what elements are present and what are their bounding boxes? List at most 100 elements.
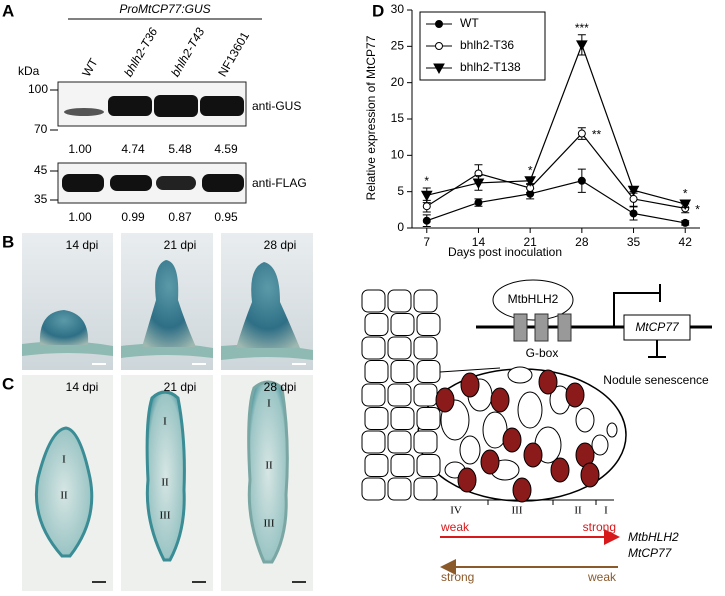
y-axis-label: Relative expression of MtCP77 (364, 35, 378, 200)
cell (413, 477, 438, 501)
band (156, 176, 196, 190)
data-point (629, 209, 638, 218)
band (200, 96, 244, 116)
photo-label: 28 dpi (264, 238, 297, 252)
root (22, 341, 113, 356)
zone-label: III (264, 518, 275, 530)
cell (390, 407, 415, 430)
cell (390, 454, 415, 477)
data-point (629, 194, 638, 203)
panel-letter: D (372, 1, 384, 20)
cell (390, 360, 415, 383)
panel-e: E MtbHLH2 G-box MtCP77 Nodule senescence… (361, 279, 712, 584)
bacteroid-cell (435, 387, 455, 413)
infected-cell (517, 391, 543, 429)
data-point (420, 190, 433, 202)
arrow-start-label: strong (441, 570, 474, 584)
arrow-label: MtbHLH2 (628, 530, 679, 544)
y-tick-label: 0 (397, 220, 404, 234)
arrow-start-label: weak (440, 520, 470, 534)
panel-d: D Days post inoculation Relative express… (364, 1, 700, 259)
series-line (426, 43, 686, 205)
y-tick-label: 15 (391, 111, 405, 125)
data-point (575, 40, 588, 51)
nodule (142, 260, 196, 347)
quantity: 4.59 (214, 142, 238, 156)
quantity: 4.74 (121, 142, 145, 156)
cell (364, 360, 389, 383)
x-tick-label: 28 (575, 235, 589, 249)
legend-label: bhlh2-T36 (460, 38, 514, 52)
cell (361, 477, 386, 501)
protein-shape (492, 279, 574, 321)
x-tick-label: 21 (523, 235, 537, 249)
infected-cell (459, 435, 481, 465)
quantity: 0.99 (121, 210, 145, 224)
connector (439, 367, 501, 373)
zone-label: II (265, 460, 273, 472)
cell (413, 289, 438, 313)
cell (364, 407, 389, 430)
zone-label: I (62, 454, 66, 466)
protein-label: MtbHLH2 (508, 292, 559, 306)
mw-marker: 45 (34, 163, 48, 177)
photo-label: 28 dpi (264, 380, 297, 394)
cell (387, 430, 412, 454)
outcome-label: Nodule senescence (603, 373, 709, 387)
data-point (627, 185, 640, 197)
section (34, 426, 94, 558)
x-tick-label: 42 (679, 235, 693, 249)
cell (416, 407, 441, 430)
photo-label: 14 dpi (66, 380, 99, 394)
cell (361, 383, 386, 407)
bacteroid-cell (460, 372, 480, 398)
g-box (513, 313, 528, 342)
y-tick-label: 10 (391, 148, 405, 162)
photo-label: 14 dpi (66, 238, 99, 252)
zone-label: I (163, 416, 167, 428)
x-tick-label: 14 (472, 235, 486, 249)
cell (364, 454, 389, 477)
x-tick-label: 7 (423, 235, 430, 249)
infected-cell (575, 407, 595, 433)
cell (387, 477, 412, 501)
infected-cell (591, 434, 609, 456)
legend-marker (433, 63, 445, 75)
bacteroid-cell (457, 467, 477, 493)
data-point (681, 218, 690, 227)
significance-label: ** (592, 128, 602, 142)
legend-label: WT (460, 16, 479, 30)
panel-b: B 14 dpi 21 dpi 28 dpi (2, 232, 313, 370)
root (221, 344, 313, 360)
y-tick-label: 5 (397, 184, 404, 198)
band (108, 96, 152, 116)
cell (361, 289, 386, 313)
band (62, 174, 104, 192)
band (110, 175, 152, 191)
infected-cell (606, 422, 618, 438)
regulation-line (613, 292, 660, 327)
significance-label: *** (575, 21, 589, 35)
bacteroid-cell (565, 382, 585, 408)
data-point (577, 176, 586, 185)
panel-letter: C (2, 374, 14, 393)
cell (413, 336, 438, 360)
mw-marker: 70 (34, 122, 48, 136)
zone-label: I (267, 398, 271, 410)
panel-letter: A (2, 1, 14, 20)
cell (416, 360, 441, 383)
lane-label: WT (79, 55, 101, 79)
quantity: 5.48 (168, 142, 192, 156)
legend-marker (435, 42, 443, 50)
significance-label: * (528, 163, 533, 177)
band (154, 95, 198, 117)
g-box (557, 313, 572, 342)
cell (387, 289, 412, 313)
x-tick-label: 35 (627, 235, 641, 249)
y-tick-label: 30 (391, 2, 405, 16)
data-point (474, 198, 483, 207)
legend-label: bhlh2-T138 (460, 60, 521, 74)
mw-marker: 35 (34, 192, 48, 206)
y-tick-label: 25 (391, 39, 405, 53)
